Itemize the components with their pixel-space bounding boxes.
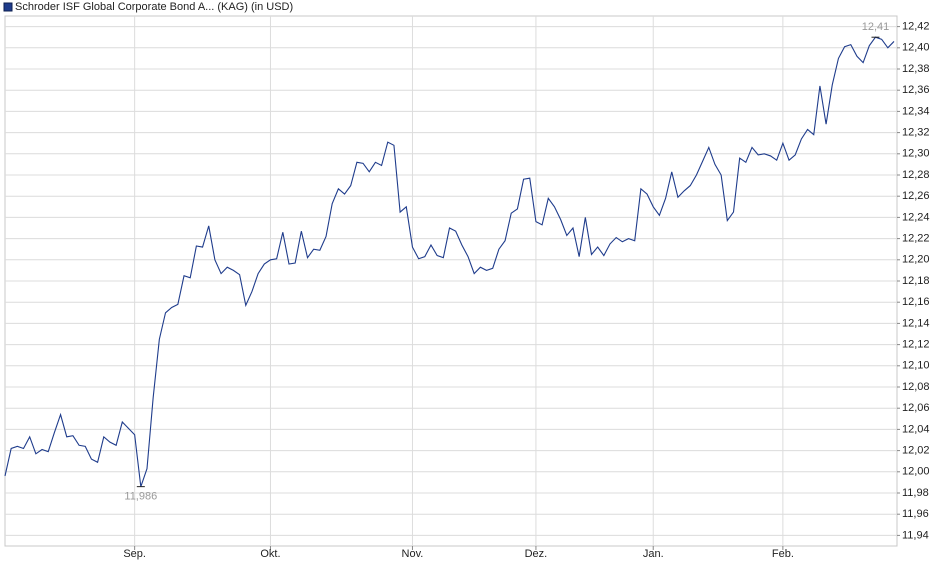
- price-line: [4, 36, 895, 487]
- legend-swatch: [3, 2, 13, 12]
- y-tick-label: 12,16: [902, 296, 930, 308]
- y-tick-label: 12,40: [902, 42, 930, 54]
- chart-title: Schroder ISF Global Corporate Bond A... …: [15, 1, 293, 13]
- extreme-label: 12,41: [862, 21, 890, 33]
- y-tick-label: 12,30: [902, 148, 930, 160]
- x-tick-label: Dez.: [525, 548, 548, 560]
- y-tick-label: 12,04: [902, 423, 930, 435]
- extreme-label: 11,986: [124, 491, 157, 503]
- y-tick-label: 12,34: [902, 105, 930, 117]
- y-tick-label: 12,06: [902, 402, 930, 414]
- y-tick-label: 12,22: [902, 233, 930, 245]
- y-tick-label: 12,12: [902, 339, 930, 351]
- y-tick-label: 12,02: [902, 445, 930, 457]
- y-tick-label: 12,26: [902, 190, 930, 202]
- x-tick-label: Jan.: [643, 548, 664, 560]
- y-tick-label: 12,42: [902, 21, 930, 33]
- x-tick-label: Sep.: [123, 548, 146, 560]
- x-tick-label: Nov.: [402, 548, 424, 560]
- y-tick-label: 12,08: [902, 381, 930, 393]
- y-tick-label: 12,20: [902, 254, 930, 266]
- y-tick-label: 11,96: [902, 508, 929, 520]
- y-tick-label: 12,24: [902, 211, 930, 223]
- y-tick-label: 11,94: [902, 529, 929, 541]
- y-tick-label: 12,38: [902, 63, 930, 75]
- y-tick-label: 12,28: [902, 169, 930, 181]
- y-tick-label: 12,18: [902, 275, 930, 287]
- y-tick-label: 12,14: [902, 317, 930, 329]
- y-tick-label: 12,36: [902, 84, 930, 96]
- y-tick-label: 12,32: [902, 127, 930, 139]
- x-tick-label: Okt.: [260, 548, 280, 560]
- x-tick-label: Feb.: [772, 548, 794, 560]
- y-tick-label: 11,98: [902, 487, 929, 499]
- y-tick-label: 12,10: [902, 360, 930, 372]
- y-tick-label: 12,00: [902, 466, 930, 478]
